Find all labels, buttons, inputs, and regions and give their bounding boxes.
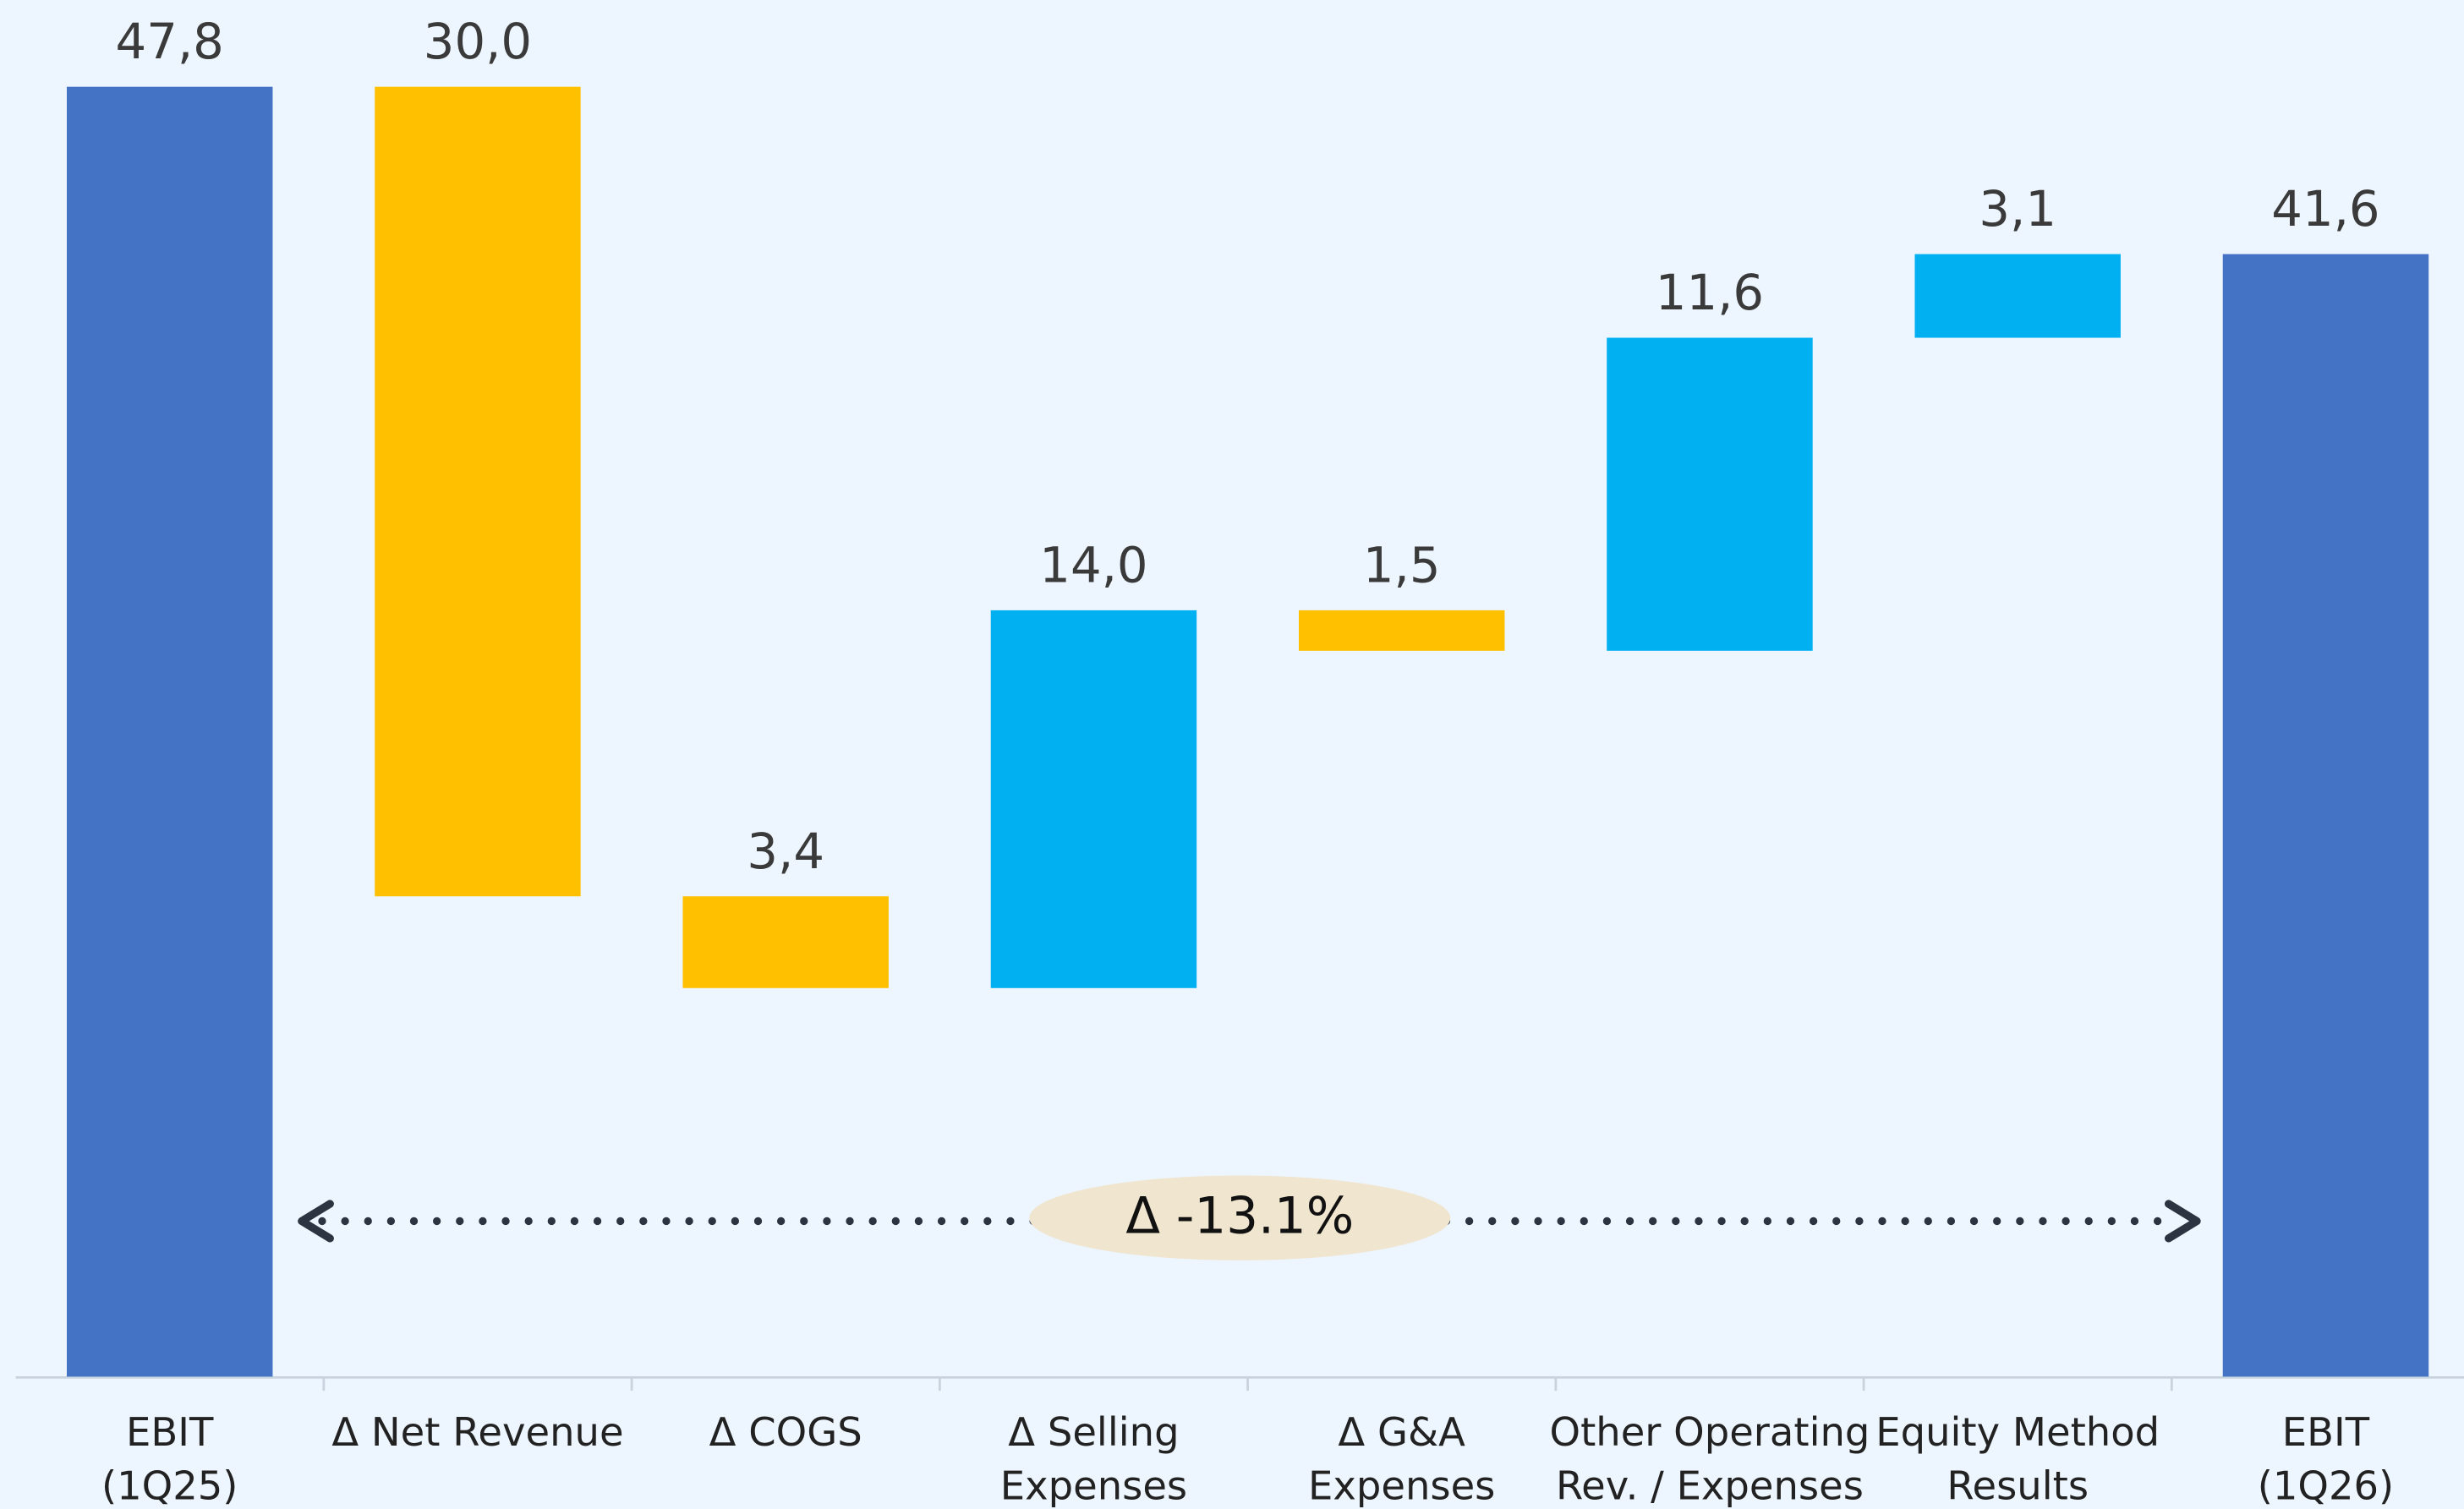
x-tick-label: EBIT (126, 1409, 214, 1455)
x-tick-label: Δ G&A (1338, 1409, 1465, 1455)
x-tick-label: Other Operating (1550, 1409, 1870, 1455)
x-tick-label: EBIT (2282, 1409, 2370, 1455)
bar (1914, 254, 2121, 338)
x-tick-label: (1Q26) (2258, 1463, 2394, 1508)
value-label: 47,8 (116, 14, 224, 70)
x-tick-label: Expenses (1308, 1463, 1495, 1508)
value-label: 11,6 (1656, 265, 1764, 321)
value-label: 41,6 (2271, 181, 2379, 238)
annotation-text: Δ -13.1% (1125, 1188, 1354, 1246)
x-tick-label: Equity Method (1875, 1409, 2160, 1455)
bar (66, 86, 273, 1377)
x-tick-label: (1Q25) (101, 1463, 238, 1508)
x-tick-label: Δ Selling (1008, 1409, 1179, 1455)
value-label: 30,0 (424, 14, 532, 70)
bar (1298, 610, 1505, 651)
bar (375, 86, 581, 897)
x-tick-label: Δ COGS (709, 1409, 862, 1455)
value-label: 14,0 (1039, 537, 1147, 593)
bar (2222, 254, 2429, 1377)
bar (990, 610, 1197, 988)
arrow-head-right (2164, 1200, 2201, 1243)
delta-annotation: Δ -13.1% (298, 1175, 2201, 1260)
value-label: 3,4 (747, 823, 824, 880)
bar (1607, 337, 1813, 651)
x-tick-label: Results (1947, 1463, 2089, 1508)
arrow-head-left (298, 1200, 334, 1243)
annotation-badge (1029, 1175, 1451, 1260)
value-label: 1,5 (1363, 537, 1441, 593)
value-label: 3,1 (1979, 181, 2056, 238)
bar (682, 896, 889, 988)
x-tick-label: Rev. / Expenses (1556, 1463, 1864, 1508)
x-tick-label: Δ Net Revenue (331, 1409, 623, 1455)
x-tick-label: Expenses (1000, 1463, 1187, 1508)
